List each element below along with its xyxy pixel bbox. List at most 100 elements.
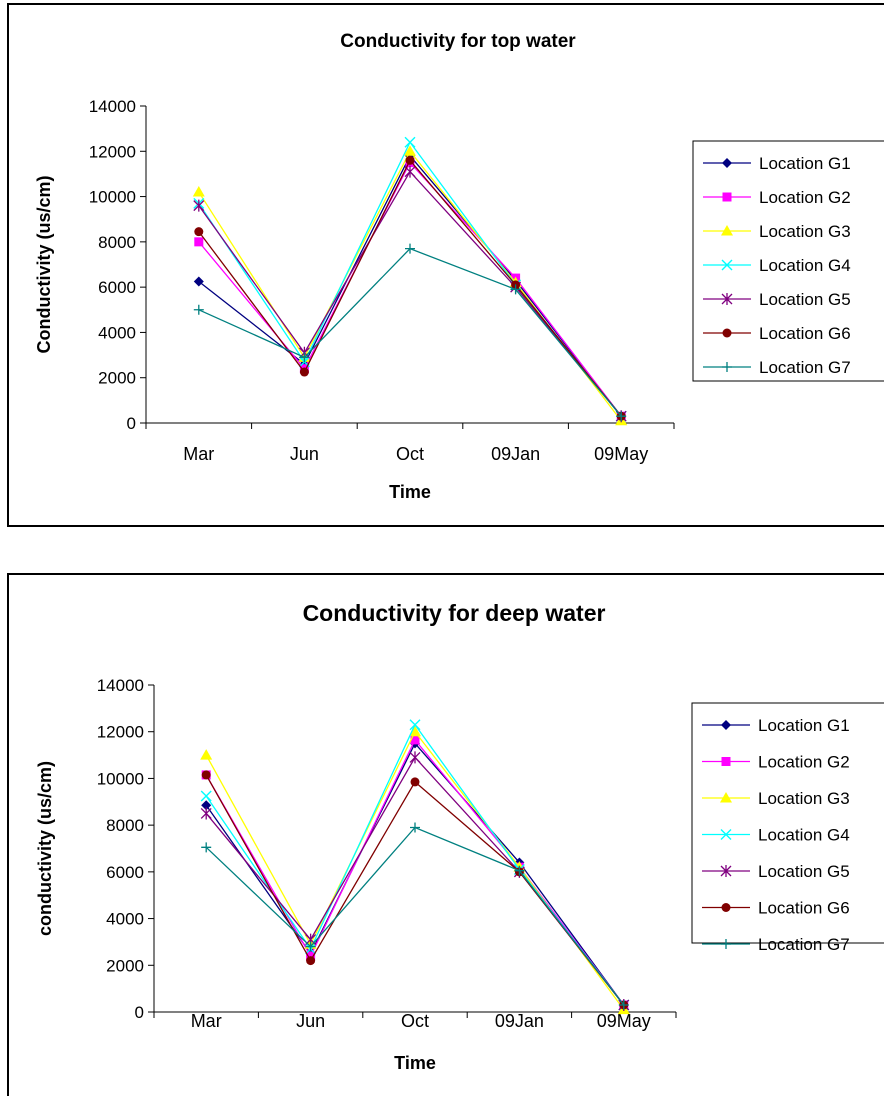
legend-marker: [721, 939, 731, 949]
y-axis-label: conductivity (us/cm): [35, 761, 55, 936]
data-point: [299, 367, 309, 377]
legend-marker: [720, 865, 732, 877]
legend-label: Location G7: [759, 358, 851, 377]
legend-label: Location G4: [758, 826, 850, 845]
data-point: [193, 199, 205, 212]
x-tick-label: 09May: [594, 444, 648, 464]
series-line: [198, 159, 622, 417]
legend-item: Location G2: [703, 188, 851, 207]
legend-label: Location G4: [759, 256, 851, 275]
legend-item: Location G3: [703, 222, 851, 241]
legend-item: Location G2: [702, 753, 850, 772]
legend-item: Location G1: [702, 716, 850, 735]
y-tick-label: 14000: [97, 676, 144, 695]
data-point: [305, 941, 316, 952]
data-point: [410, 735, 420, 745]
legend-label: Location G2: [758, 753, 850, 772]
x-tick-label: Mar: [191, 1011, 222, 1031]
legend-marker: [721, 225, 733, 236]
data-point: [194, 227, 204, 237]
legend-item: Location G1: [703, 154, 851, 173]
series-4: [193, 136, 627, 422]
chart-title: Conductivity for top water: [340, 31, 576, 52]
legend-item: Location G6: [702, 899, 850, 918]
legend: Location G1 Location G2 Location G3 Locatio…: [691, 702, 884, 954]
y-axis-label: Conductivity (us/cm): [34, 175, 54, 353]
legend-marker: [720, 829, 732, 840]
data-point: [200, 790, 212, 802]
series-line: [198, 161, 622, 417]
y-tick-label: 12000: [97, 723, 144, 742]
series-line: [205, 723, 625, 1006]
data-point: [193, 304, 204, 315]
data-point: [409, 751, 421, 764]
legend-item: Location G5: [702, 862, 850, 881]
series-line: [198, 170, 622, 417]
legend-item: Location G4: [702, 826, 850, 845]
legend-item: Location G7: [702, 935, 850, 954]
series-2: [201, 735, 629, 1010]
legend-label: Location G5: [759, 290, 851, 309]
x-tick-label: Jun: [290, 444, 319, 464]
series-line: [198, 140, 622, 417]
data-point: [201, 842, 212, 853]
legend-marker: [722, 158, 732, 168]
legend-marker: [722, 328, 732, 338]
x-tick-label: 09May: [597, 1011, 651, 1031]
y-tick-label: 12000: [89, 142, 136, 161]
data-point: [618, 999, 629, 1010]
chart-title: Conductivity for deep water: [303, 600, 606, 626]
data-point: [616, 411, 627, 422]
legend-marker: [721, 903, 731, 912]
legend-marker: [721, 293, 733, 305]
data-point: [405, 155, 415, 165]
legend-label: Location G1: [759, 154, 851, 173]
legend-marker: [721, 259, 733, 271]
x-tick-label: Jun: [296, 1011, 325, 1031]
legend-label: Location G2: [759, 188, 851, 207]
data-point: [192, 186, 205, 197]
legend-label: Location G7: [758, 935, 850, 954]
series-line: [205, 730, 625, 1011]
chart-1-group: Conductivity for deep water 0 2000 4000 6000…: [35, 600, 884, 1073]
y-tick-label: 6000: [98, 278, 136, 297]
legend-label: Location G6: [758, 899, 850, 918]
y-tick-label: 10000: [89, 188, 136, 207]
legend-marker: [721, 757, 731, 766]
legend-label: Location G5: [758, 862, 850, 881]
legend-label: Location G3: [759, 222, 851, 241]
legend-marker: [722, 192, 732, 202]
y-tick-label: 8000: [98, 233, 136, 252]
legend-marker: [721, 720, 731, 730]
data-point: [306, 951, 316, 961]
legend-marker: [720, 792, 732, 803]
series-3: [192, 145, 628, 426]
x-tick-label: 09Jan: [491, 444, 540, 464]
x-tick-label: Mar: [183, 444, 214, 464]
legend-box: [692, 140, 884, 382]
data-point: [410, 822, 420, 833]
y-tick-label: 4000: [106, 910, 144, 929]
series-line: [205, 826, 625, 1006]
data-point: [409, 725, 421, 737]
y-tick-label: 6000: [106, 863, 144, 882]
y-tick-label: 0: [127, 414, 136, 433]
series-line: [198, 150, 622, 422]
legend-item: Location G6: [703, 324, 851, 343]
x-tick-label: 09Jan: [495, 1011, 544, 1031]
series-6: [194, 155, 626, 421]
legend-item: Location G5: [703, 290, 851, 309]
y-tick-label: 2000: [106, 956, 144, 975]
y-tick-label: 4000: [98, 323, 136, 342]
legend-item: Location G4: [703, 256, 851, 275]
data-point: [405, 243, 415, 254]
data-point: [510, 284, 521, 295]
y-tick-label: 14000: [89, 97, 136, 116]
data-point: [194, 237, 204, 247]
y-tick-label: 0: [135, 1003, 144, 1022]
y-tick-label: 2000: [98, 369, 136, 388]
x-tick-label: Oct: [401, 1011, 429, 1031]
x-axis-label: Time: [394, 1053, 436, 1073]
data-point: [404, 136, 416, 148]
